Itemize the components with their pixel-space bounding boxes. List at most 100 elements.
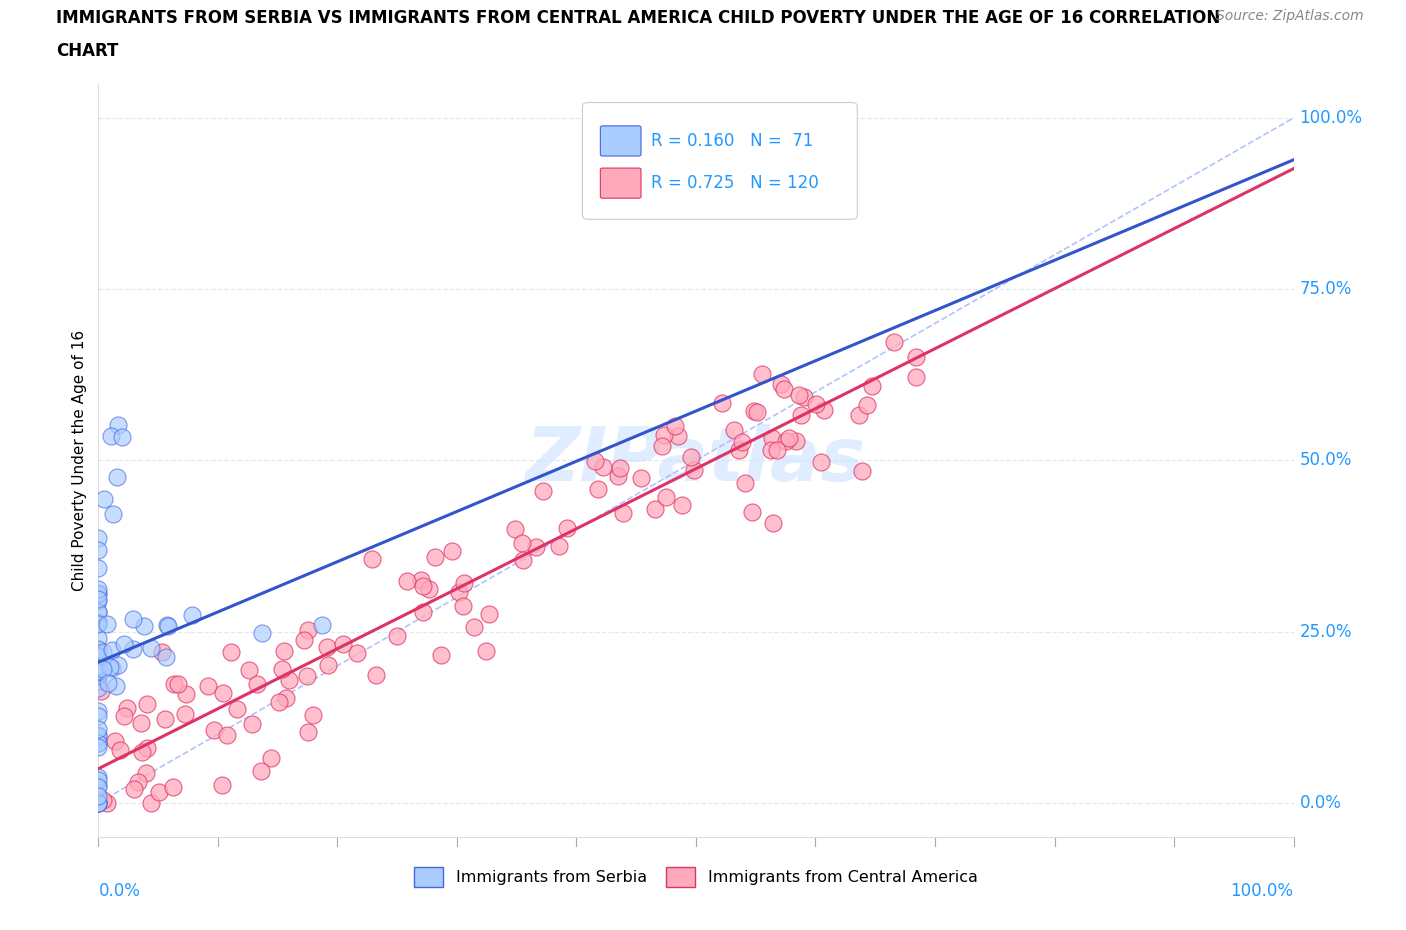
- Point: [418, 582, 440, 597]
- Text: 0.0%: 0.0%: [1299, 794, 1341, 812]
- Point: [174, 706, 197, 721]
- Point: [87, 664, 110, 679]
- Point: [87, 631, 110, 645]
- Point: [273, 644, 295, 658]
- Point: [260, 751, 283, 765]
- Point: [98, 659, 121, 674]
- Point: [773, 382, 796, 397]
- Point: [270, 661, 292, 676]
- Point: [87, 582, 110, 597]
- Point: [87, 615, 110, 630]
- Point: [813, 402, 835, 417]
- Point: [87, 680, 110, 695]
- Point: [395, 573, 418, 588]
- Point: [332, 636, 354, 651]
- Point: [240, 717, 263, 732]
- Point: [586, 481, 609, 496]
- Point: [238, 662, 260, 677]
- Point: [778, 431, 800, 445]
- Point: [104, 679, 127, 694]
- Point: [612, 505, 634, 520]
- Point: [679, 450, 702, 465]
- Point: [156, 618, 179, 632]
- Point: [744, 404, 766, 418]
- Point: [524, 539, 547, 554]
- Point: [202, 723, 225, 737]
- Point: [311, 618, 333, 632]
- Point: [174, 687, 197, 702]
- Point: [153, 711, 176, 726]
- Point: [87, 736, 110, 751]
- Point: [848, 407, 870, 422]
- Point: [759, 443, 782, 458]
- Point: [112, 636, 135, 651]
- Point: [87, 795, 110, 810]
- Point: [112, 709, 135, 724]
- Point: [360, 551, 382, 566]
- Point: [108, 742, 131, 757]
- Point: [87, 727, 110, 742]
- Point: [93, 492, 115, 507]
- Point: [411, 604, 433, 619]
- Point: [856, 397, 879, 412]
- Point: [785, 433, 807, 448]
- Point: [87, 773, 110, 788]
- Point: [87, 604, 110, 619]
- Text: Source: ZipAtlas.com: Source: ZipAtlas.com: [1216, 9, 1364, 23]
- Point: [761, 431, 783, 445]
- Point: [278, 673, 301, 688]
- Point: [111, 429, 134, 444]
- Point: [101, 643, 124, 658]
- Point: [87, 779, 110, 794]
- Point: [87, 664, 110, 679]
- Point: [87, 709, 110, 724]
- Point: [453, 576, 475, 591]
- Point: [751, 366, 773, 381]
- Text: 100.0%: 100.0%: [1230, 883, 1294, 900]
- Point: [512, 552, 534, 567]
- FancyBboxPatch shape: [600, 168, 641, 198]
- Point: [87, 669, 110, 684]
- Point: [741, 504, 763, 519]
- Legend: Immigrants from Serbia, Immigrants from Central America: Immigrants from Serbia, Immigrants from …: [408, 861, 984, 893]
- Text: CHART: CHART: [56, 42, 118, 60]
- Point: [87, 642, 110, 657]
- Point: [87, 593, 110, 608]
- Point: [668, 429, 690, 444]
- Point: [87, 667, 110, 682]
- Point: [250, 626, 273, 641]
- Text: R = 0.160   N =  71: R = 0.160 N = 71: [651, 132, 813, 150]
- Point: [905, 370, 928, 385]
- Point: [297, 724, 319, 739]
- Point: [87, 644, 110, 658]
- Point: [412, 578, 434, 593]
- Point: [883, 334, 905, 349]
- Point: [630, 471, 652, 485]
- Point: [155, 650, 177, 665]
- Point: [136, 697, 159, 711]
- Point: [734, 476, 756, 491]
- Point: [87, 795, 110, 810]
- Point: [163, 676, 186, 691]
- Point: [156, 618, 179, 633]
- Point: [87, 795, 110, 810]
- Point: [87, 647, 110, 662]
- Point: [316, 658, 339, 672]
- Point: [90, 684, 112, 698]
- Y-axis label: Child Poverty Under the Age of 16: Child Poverty Under the Age of 16: [72, 330, 87, 591]
- Point: [904, 350, 927, 365]
- Point: [683, 463, 706, 478]
- Point: [87, 617, 110, 631]
- Point: [139, 795, 162, 810]
- Point: [555, 521, 578, 536]
- Point: [162, 779, 184, 794]
- Point: [671, 498, 693, 512]
- Point: [129, 715, 152, 730]
- Point: [135, 765, 157, 780]
- Point: [104, 733, 127, 748]
- Point: [346, 645, 368, 660]
- Point: [478, 606, 501, 621]
- Point: [449, 584, 471, 599]
- Point: [87, 704, 110, 719]
- Point: [769, 377, 792, 392]
